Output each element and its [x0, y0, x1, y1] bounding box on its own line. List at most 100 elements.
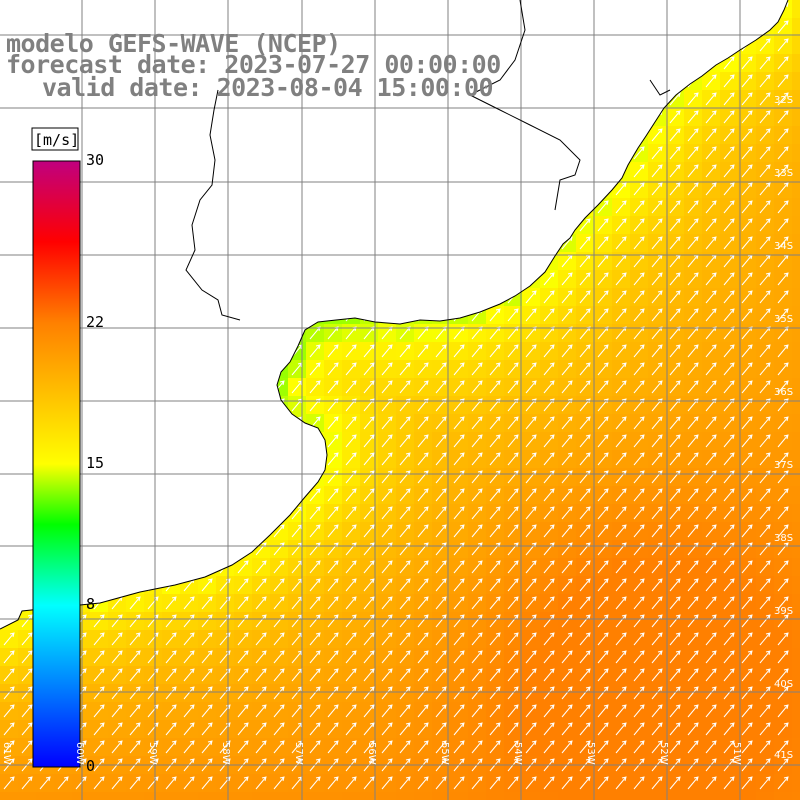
wind-arrow: [525, 560, 537, 574]
wind-arrow: [381, 380, 393, 394]
wind-arrow: [327, 506, 339, 520]
wind-speed-cell: [792, 144, 800, 163]
wind-arrow: [615, 308, 627, 322]
wind-arrow: [633, 146, 645, 160]
wind-arrow: [273, 524, 285, 538]
wind-arrow: [723, 92, 735, 106]
wind-arrow: [777, 506, 789, 520]
wind-arrow: [561, 362, 573, 376]
wind-arrow: [687, 506, 699, 520]
wind-arrow: [381, 560, 393, 574]
wind-arrow: [615, 182, 627, 196]
wind-arrow: [705, 452, 717, 466]
wind-arrow: [723, 218, 735, 232]
wind-arrow: [399, 434, 411, 448]
wind-arrow: [777, 524, 789, 538]
latitude-label: 39S: [774, 606, 794, 617]
wind-arrow: [759, 182, 771, 196]
wind-speed-cell: [792, 252, 800, 271]
wind-speed-cell: [792, 108, 800, 127]
wind-arrow: [579, 236, 591, 250]
wind-arrow: [777, 164, 789, 178]
wind-arrow: [363, 362, 375, 376]
wind-arrow: [507, 452, 519, 466]
wind-arrow: [597, 362, 609, 376]
wind-speed-cell: [792, 468, 800, 487]
wind-arrow: [651, 380, 663, 394]
wind-arrow: [471, 452, 483, 466]
wind-arrow: [399, 416, 411, 430]
wind-arrow: [579, 362, 591, 376]
wind-arrow: [471, 362, 483, 376]
wind-arrow: [327, 524, 339, 538]
wind-arrow: [543, 290, 555, 304]
wind-arrow: [777, 416, 789, 430]
wind-arrow: [687, 434, 699, 448]
wind-arrow: [669, 182, 681, 196]
wind-speed-cell: [468, 792, 487, 800]
wind-arrow: [453, 344, 465, 358]
wind-arrow: [687, 452, 699, 466]
wind-arrow: [471, 524, 483, 538]
wind-arrow: [669, 506, 681, 520]
wind-arrow: [633, 164, 645, 178]
wind-arrow: [687, 416, 699, 430]
wind-arrow: [525, 290, 537, 304]
wind-arrow: [597, 218, 609, 232]
wind-arrow: [417, 488, 429, 502]
wind-arrow: [723, 272, 735, 286]
wind-arrow: [453, 362, 465, 376]
wind-arrow: [561, 452, 573, 466]
wind-arrow: [651, 524, 663, 538]
wind-arrow: [327, 434, 339, 448]
latitude-label: 33S: [774, 168, 794, 179]
wind-arrow: [633, 488, 645, 502]
wind-arrow: [651, 146, 663, 160]
wind-arrow: [705, 92, 717, 106]
wind-arrow: [597, 200, 609, 214]
wind-arrow: [543, 380, 555, 394]
wind-arrow: [759, 488, 771, 502]
wind-arrow: [669, 272, 681, 286]
wind-arrow: [759, 344, 771, 358]
wind-arrow: [525, 416, 537, 430]
wind-speed-cell: [792, 792, 800, 800]
wind-speed-cell: [54, 792, 73, 800]
wind-arrow: [741, 236, 753, 250]
wind-speed-cell: [792, 486, 800, 505]
wind-speed-cell: [792, 288, 800, 307]
longitude-label: 58W: [220, 742, 231, 765]
wind-arrow: [435, 416, 447, 430]
wind-arrow: [435, 380, 447, 394]
longitude-label: 53W: [585, 742, 596, 765]
wind-speed-cell: [450, 792, 469, 800]
wind-arrow: [399, 362, 411, 376]
wind-arrow: [597, 308, 609, 322]
wind-speed-cell: [792, 702, 800, 721]
wind-arrow: [723, 506, 735, 520]
wind-speed-cell: [378, 792, 397, 800]
wind-arrow: [723, 344, 735, 358]
wind-arrow: [471, 434, 483, 448]
wind-arrow: [777, 380, 789, 394]
wind-arrow: [345, 506, 357, 520]
wind-arrow: [579, 434, 591, 448]
wind-arrow: [759, 308, 771, 322]
wind-arrow: [651, 236, 663, 250]
wind-arrow: [327, 452, 339, 466]
wind-arrow: [741, 344, 753, 358]
longitude-label: 51W: [731, 742, 742, 765]
wind-arrow: [633, 200, 645, 214]
wind-arrow: [705, 488, 717, 502]
wind-speed-cell: [792, 684, 800, 703]
wind-arrow: [525, 434, 537, 448]
colorbar-unit-label: [m/s]: [34, 131, 80, 149]
wind-arrow: [777, 20, 789, 34]
wind-speed-cell: [720, 792, 739, 800]
wind-arrow: [561, 560, 573, 574]
wind-speed-cell: [270, 792, 289, 800]
wind-arrow: [597, 488, 609, 502]
wind-arrow: [705, 218, 717, 232]
wind-arrow: [777, 290, 789, 304]
